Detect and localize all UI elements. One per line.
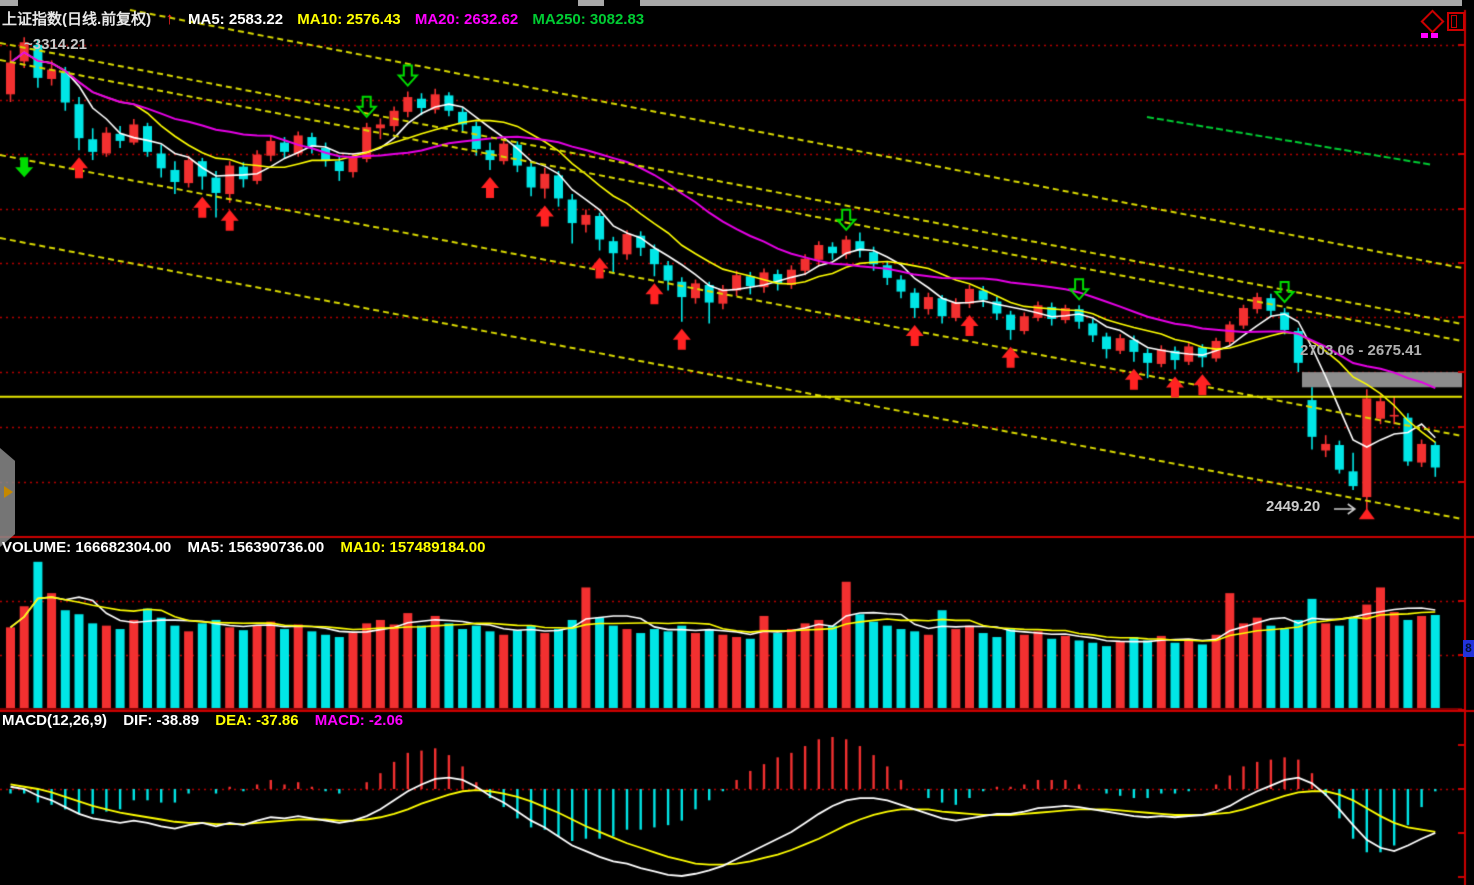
high-price-label: ~3314.21 (24, 36, 87, 53)
macd-header: MACD(12,26,9) DIF: -38.89 DEA: -37.86 MA… (2, 712, 415, 729)
macd-value: MACD: -2.06 (314, 712, 404, 729)
volume-ma10-value: MA10: 157489184.00 (340, 539, 486, 556)
volume-header: VOLUME: 166682304.00 MA5: 156390736.00 M… (2, 539, 497, 556)
ma20-value: MA20: 2632.62 (414, 11, 519, 28)
volume-value: VOLUME: 166682304.00 (2, 539, 172, 556)
axis-badge: 8 (1463, 640, 1474, 657)
magenta-indicator-dot (1431, 33, 1438, 38)
split-window-icon[interactable] (1447, 12, 1465, 31)
low-price-label: 2449.20 (1266, 498, 1321, 515)
volume-ma5-value: MA5: 156390736.00 (187, 539, 325, 556)
expand-arrow-icon (4, 486, 13, 498)
window-top-border (0, 0, 18, 6)
ma5-value: MA5: 2583.22 (188, 11, 284, 28)
gap-range-label: 2703.06 - 2675.41 (1300, 342, 1422, 359)
main-chart-header: 上证指数(日线.前复权) ↑ MA5: 2583.22 MA10: 2576.4… (2, 8, 654, 29)
window-top-border (578, 0, 604, 6)
window-top-border (640, 0, 1462, 6)
panel-expand-tab[interactable] (0, 448, 15, 547)
dif-value: DIF: -38.89 (123, 712, 200, 729)
symbol-title: 上证指数(日线.前复权) (2, 11, 152, 28)
magenta-indicator-dot (1421, 33, 1428, 38)
macd-params: MACD(12,26,9) (2, 712, 108, 729)
ma10-value: MA10: 2576.43 (297, 11, 401, 28)
split-window-icon-pane (1451, 15, 1457, 28)
up-arrow-icon: ↑ (165, 9, 174, 28)
ma250-value: MA250: 3082.83 (532, 11, 645, 28)
dea-value: DEA: -37.86 (215, 712, 299, 729)
